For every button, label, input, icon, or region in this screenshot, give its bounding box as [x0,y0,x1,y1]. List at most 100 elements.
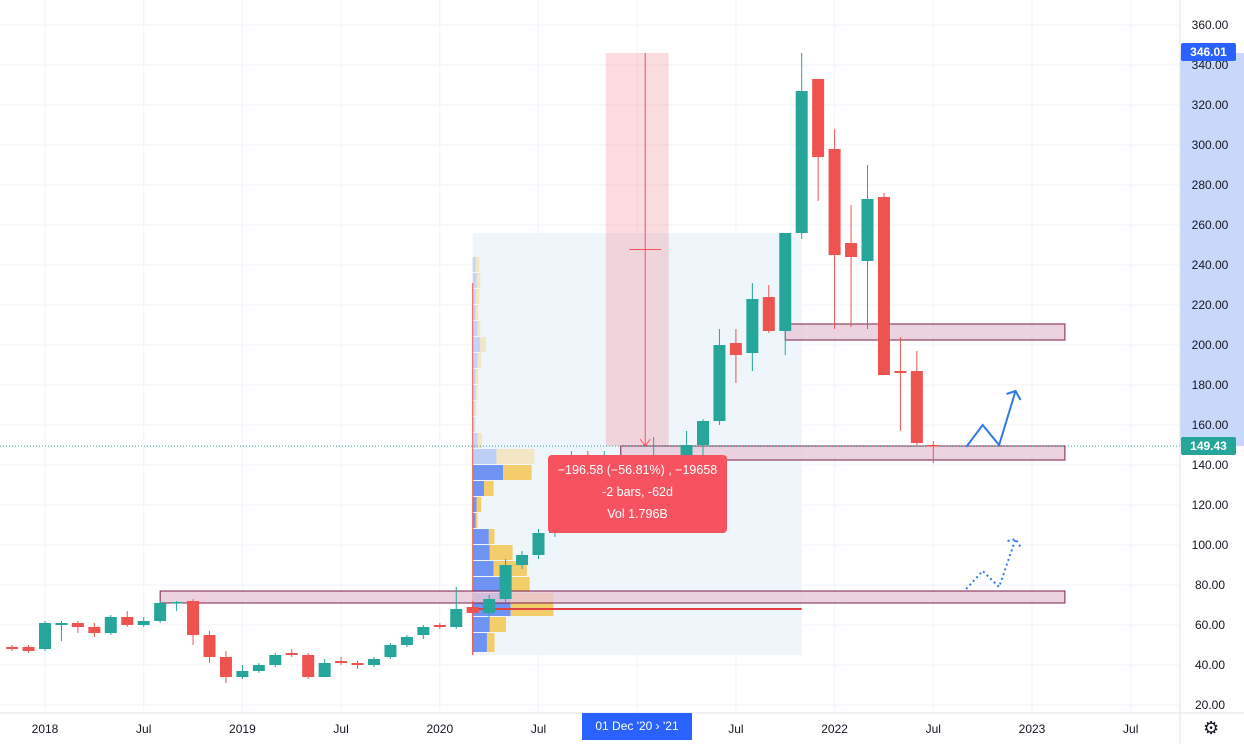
candle-body [729,343,742,355]
x-axis-tick-label: Jul [728,722,743,736]
volume-profile-down-bar [475,385,478,400]
candle-body [351,663,364,665]
y-axis-tick-label: 240.00 [1192,258,1229,272]
volume-profile-down-bar [475,513,478,528]
candle-body [845,243,858,257]
volume-profile-down-bar [477,321,481,336]
support-resistance-zone [620,445,1066,461]
candle-body [121,617,134,625]
volume-profile-up-bar [472,401,475,416]
candle-body [269,655,282,665]
x-axis-tick-label: Jul [136,722,151,736]
y-axis-tick-label: 360.00 [1192,18,1229,32]
volume-profile-up-bar [472,513,476,528]
candle-body [466,607,479,613]
projection-arrowhead-icon [1006,389,1022,401]
candle-body [22,647,35,651]
volume-profile-down-bar [489,545,513,560]
support-resistance-zone [159,590,1066,604]
volume-profile-up-bar [472,633,487,652]
x-axis-crosshair-date-label: 01 Dec '20 › '21 [582,713,692,740]
projection-arrow-solid [965,390,1017,448]
candle-body [400,637,413,645]
candle-body [154,603,167,621]
volume-profile-up-bar [472,273,477,288]
y-axis-tick-label: 40.00 [1195,658,1225,672]
volume-profile-down-bar [474,417,476,432]
volume-profile-up-bar [472,289,476,304]
y-axis-tick-label: 320.00 [1192,98,1229,112]
candle-body [88,627,101,633]
projection-arrow-dotted [965,538,1017,590]
candle-body [104,617,117,633]
candle-body [39,623,51,649]
candle-body [137,621,150,625]
volume-profile-down-bar [477,433,483,448]
volume-profile-down-bar [475,257,480,272]
x-axis-tick-label: 2022 [821,722,848,736]
volume-profile-up-bar [472,561,494,576]
y-axis-tick-label: 280.00 [1192,178,1229,192]
volume-profile-up-bar [472,417,475,432]
candle-body [697,421,709,445]
candle-body [6,647,19,649]
y-axis-tick-label: 100.00 [1192,538,1229,552]
x-axis-tick-label: 2018 [32,722,59,736]
x-axis-tick-label: 2020 [426,722,453,736]
candle-body [335,661,348,663]
candle-body [368,659,380,665]
candle-body [516,555,529,565]
volume-profile-up-bar [472,369,476,384]
candle-body [55,623,68,625]
volume-profile-up-bar [472,257,476,272]
x-axis-tick-label: Jul [531,722,546,736]
y-axis-tick-label: 200.00 [1192,338,1229,352]
volume-profile-up-bar [472,321,478,336]
volume-profile-down-bar [475,369,479,384]
volume-profile-down-bar [476,273,481,288]
y-axis-tick-label: 160.00 [1192,418,1229,432]
volume-profile-down-bar [486,633,495,652]
volume-profile-down-bar [488,529,495,544]
volume-profile-up-bar [472,337,481,352]
settings-gear-icon[interactable]: ⚙ [1203,718,1220,738]
volume-profile-up-bar [472,481,485,496]
volume-profile-up-bar [472,449,497,464]
measure-tooltip: −196.58 (−56.81%) , −19658 -2 bars, -62d… [548,455,727,533]
candle-body [417,627,430,635]
candle-body [318,663,331,677]
candle-body [877,197,890,375]
support-resistance-zone [784,323,1066,341]
volume-profile-up-bar [472,353,478,368]
candle-body [795,91,808,233]
candle-body [252,665,265,671]
volume-profile-down-bar [475,289,480,304]
candle-body [302,655,315,677]
x-axis-tick-label: Jul [1123,722,1138,736]
volume-profile-up-bar [472,545,490,560]
candle-body [450,609,463,627]
candle-body [499,565,512,599]
candle-body [483,599,496,613]
y-axis-tick-label: 120.00 [1192,498,1229,512]
volume-profile-up-bar [472,617,490,632]
candle-body [812,79,825,157]
volume-profile-up-bar [472,577,506,592]
y-axis-tick-label: 180.00 [1192,378,1229,392]
high-price-label: 346.01 [1181,43,1236,61]
y-axis-tick-label: 60.00 [1195,618,1225,632]
volume-profile-down-bar [489,617,506,632]
y-axis-tick-label: 20.00 [1195,698,1225,712]
measure-bars: -2 bars, -62d [602,485,673,499]
candle-body [713,345,726,421]
volume-profile-down-bar [503,465,532,480]
candle-body [236,671,249,677]
candle-body [187,601,200,635]
volume-profile-down-bar [477,353,482,368]
volume-profile-up-bar [472,497,477,512]
y-axis-tick-label: 260.00 [1192,218,1229,232]
candle-body [894,371,907,373]
y-axis-tick-label: 300.00 [1192,138,1229,152]
candle-body [71,623,84,627]
